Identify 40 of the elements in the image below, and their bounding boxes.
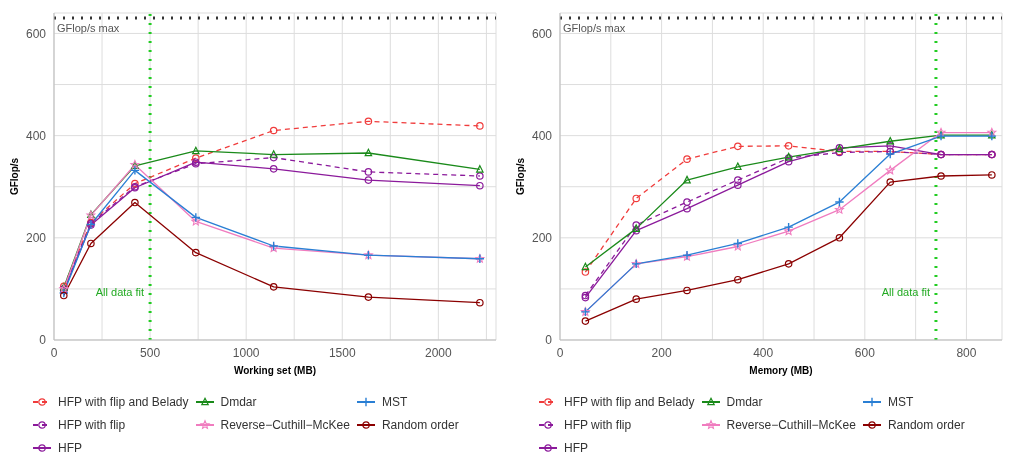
x-tick-label: 600 bbox=[854, 345, 876, 360]
x-axis-title: Working set (MB) bbox=[233, 365, 317, 376]
x-tick-label: 400 bbox=[753, 345, 774, 360]
x-tick-label: 2000 bbox=[425, 345, 453, 360]
y-axis-title: GFlop/s bbox=[514, 157, 526, 196]
ref-line-label: All data fit bbox=[881, 286, 930, 298]
y-tick-label: 0 bbox=[545, 333, 553, 348]
y-tick-label: 400 bbox=[531, 128, 553, 143]
y-tick-label: 400 bbox=[25, 128, 47, 143]
legend-label: MST bbox=[381, 394, 408, 409]
y-tick-label: 200 bbox=[531, 231, 553, 246]
legend-label: MST bbox=[887, 394, 914, 409]
x-axis-title: Memory (MB) bbox=[749, 365, 813, 376]
y-tick-label: 0 bbox=[39, 333, 47, 348]
y-tick-label: 600 bbox=[531, 26, 553, 41]
x-tick-label: 0 bbox=[556, 345, 564, 360]
legend-label: HFP with flip bbox=[58, 417, 126, 432]
x-tick-label: 1500 bbox=[328, 345, 356, 360]
legend-label: HFP bbox=[58, 440, 82, 455]
y-axis-title: GFlop/s bbox=[8, 157, 20, 196]
legend-label: Random order bbox=[887, 417, 965, 432]
ref-line-label: All data fit bbox=[95, 286, 145, 298]
x-tick-label: 1000 bbox=[232, 345, 260, 360]
legend-label: HFP with flip bbox=[564, 417, 632, 432]
x-tick-label: 500 bbox=[140, 345, 161, 360]
ref-line-label: GFlop/s max bbox=[563, 22, 626, 35]
legend-label: HFP with flip and Belady bbox=[58, 394, 189, 409]
legend-label: HFP bbox=[564, 440, 588, 455]
ref-line-label: GFlop/s max bbox=[57, 22, 120, 35]
x-tick-label: 800 bbox=[956, 345, 977, 360]
legend-label: Random order bbox=[381, 417, 459, 432]
legend-label: Reverse−Cuthill−McKee bbox=[220, 417, 350, 432]
y-tick-label: 600 bbox=[25, 26, 47, 41]
y-tick-label: 200 bbox=[25, 231, 47, 246]
legend-label: Reverse−Cuthill−McKee bbox=[726, 417, 856, 432]
x-tick-label: 200 bbox=[651, 345, 672, 360]
legend-label: Dmdar bbox=[726, 394, 763, 409]
legend-label: Dmdar bbox=[220, 394, 257, 409]
x-tick-label: 0 bbox=[50, 345, 58, 360]
legend-label: HFP with flip and Belady bbox=[564, 394, 695, 409]
